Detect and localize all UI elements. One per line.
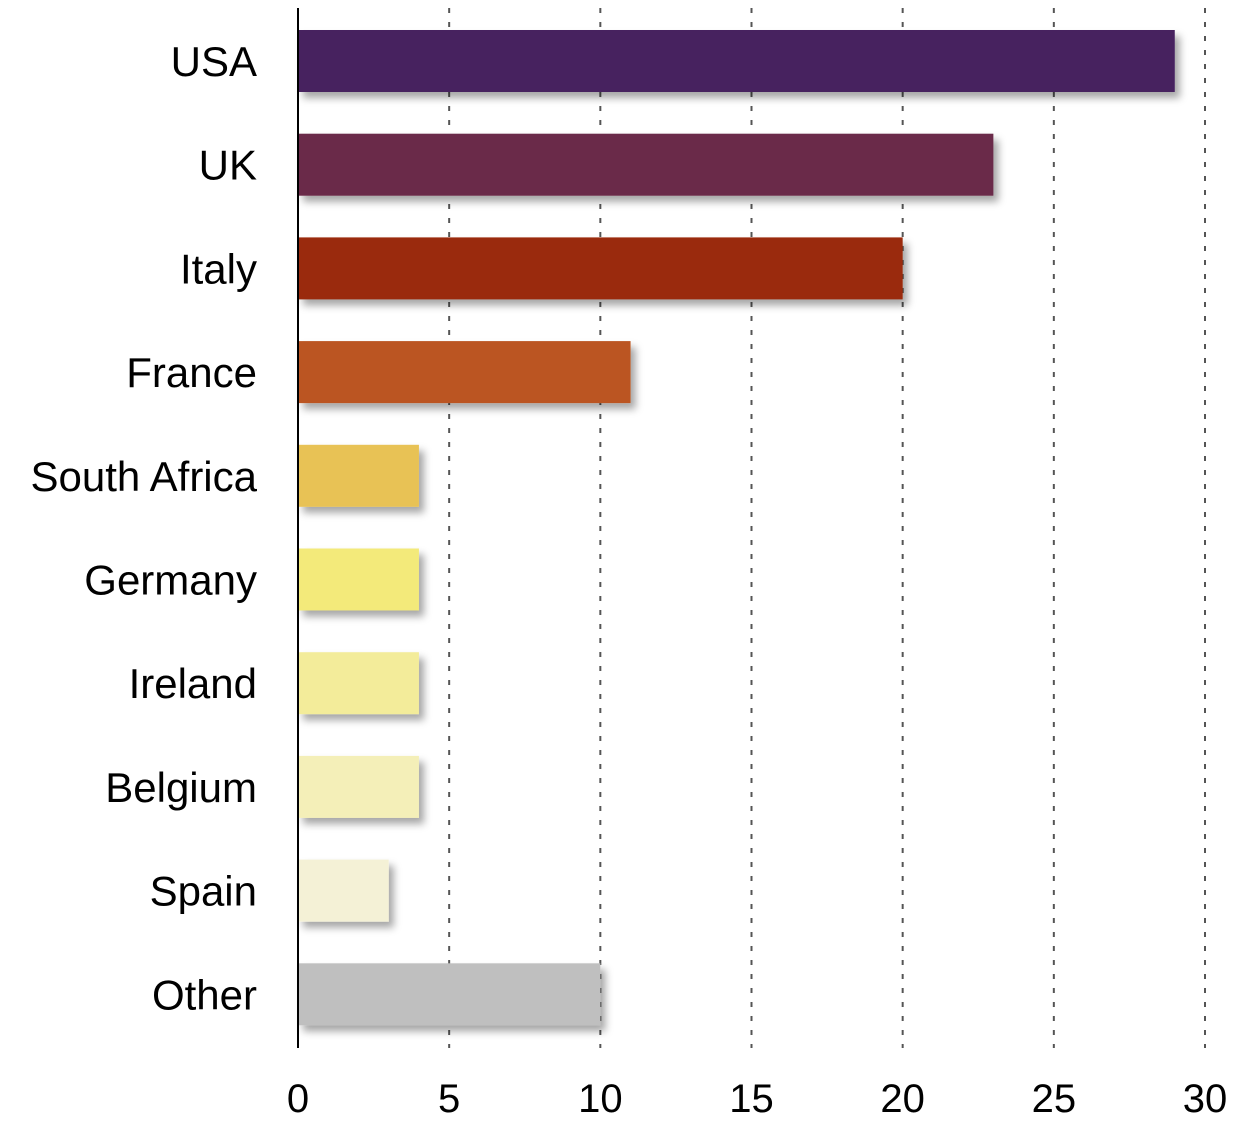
- x-tick-label-10: 10: [578, 1077, 623, 1121]
- category-label-belgium: Belgium: [105, 764, 257, 811]
- bars: [298, 30, 1175, 1026]
- category-label-south-africa: South Africa: [31, 453, 258, 500]
- x-tick-label-5: 5: [438, 1077, 460, 1121]
- bar-france: [298, 341, 631, 404]
- category-label-spain: Spain: [150, 868, 257, 915]
- category-label-usa: USA: [171, 38, 257, 85]
- category-label-ireland: Ireland: [129, 660, 257, 707]
- bar-ireland: [298, 652, 419, 715]
- bar-germany: [298, 548, 419, 611]
- bar-spain: [298, 859, 389, 922]
- category-label-germany: Germany: [84, 557, 257, 604]
- category-label-uk: UK: [199, 142, 257, 189]
- bar-italy: [298, 237, 903, 300]
- bar-usa: [298, 30, 1175, 92]
- x-tick-label-30: 30: [1183, 1077, 1228, 1121]
- x-tick-label-25: 25: [1032, 1077, 1077, 1121]
- bar-uk: [298, 133, 994, 196]
- gridlines: [448, 8, 1206, 1048]
- category-label-italy: Italy: [180, 245, 257, 292]
- category-label-france: France: [126, 349, 257, 396]
- category-label-other: Other: [152, 971, 257, 1018]
- x-tick-label-15: 15: [729, 1077, 774, 1121]
- category-labels: USA UK Italy France South Africa Germany Irela…: [31, 38, 258, 1018]
- bar-south-africa: [298, 444, 419, 507]
- x-axis-tick-labels: 0 5 10 15 20 25 30: [287, 1077, 1227, 1121]
- bar-other: [298, 963, 601, 1026]
- bar-belgium: [298, 755, 419, 818]
- x-tick-label-20: 20: [880, 1077, 925, 1121]
- x-tick-label-0: 0: [287, 1077, 309, 1121]
